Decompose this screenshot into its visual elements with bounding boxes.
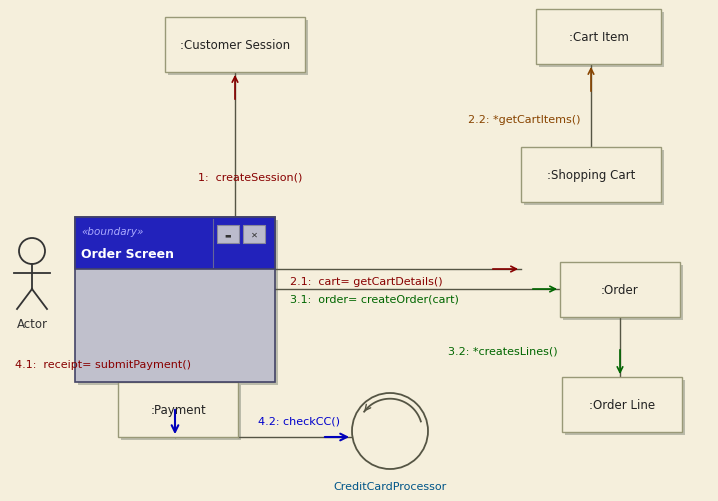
Bar xyxy=(243,225,265,243)
Bar xyxy=(539,13,664,68)
Text: :Order Line: :Order Line xyxy=(589,398,655,411)
Bar xyxy=(217,225,239,243)
Text: Actor: Actor xyxy=(17,317,47,330)
Circle shape xyxy=(352,393,428,469)
Text: :Customer Session: :Customer Session xyxy=(180,39,290,52)
Text: ✕: ✕ xyxy=(251,230,258,239)
Bar xyxy=(562,377,682,432)
Bar xyxy=(168,21,308,76)
Text: 4.2: checkCC(): 4.2: checkCC() xyxy=(258,416,340,426)
Text: Order Screen: Order Screen xyxy=(81,247,174,260)
Bar xyxy=(521,148,661,202)
Bar xyxy=(563,266,683,320)
Text: 2.2: *getCartItems(): 2.2: *getCartItems() xyxy=(467,115,580,125)
Bar xyxy=(75,217,275,382)
Text: 2.1:  cart= getCartDetails(): 2.1: cart= getCartDetails() xyxy=(290,277,442,287)
Bar xyxy=(560,263,680,317)
Text: 3.1:  order= createOrder(cart): 3.1: order= createOrder(cart) xyxy=(290,295,459,305)
Bar xyxy=(536,10,661,65)
Text: :Cart Item: :Cart Item xyxy=(569,31,628,44)
Text: 3.2: *createsLines(): 3.2: *createsLines() xyxy=(448,346,558,356)
Bar xyxy=(118,382,238,437)
Bar xyxy=(78,220,278,385)
Bar xyxy=(75,217,275,270)
Text: :Order: :Order xyxy=(601,284,639,297)
Text: :Payment: :Payment xyxy=(150,403,206,416)
Bar xyxy=(165,18,305,73)
Bar xyxy=(121,385,241,440)
Text: :Shopping Cart: :Shopping Cart xyxy=(547,169,635,182)
Text: 4.1:  receipt= submitPayment(): 4.1: receipt= submitPayment() xyxy=(15,359,191,369)
Text: «boundary»: «boundary» xyxy=(81,226,144,236)
Text: 1:  createSession(): 1: createSession() xyxy=(198,173,302,183)
Text: CreditCardProcessor: CreditCardProcessor xyxy=(333,481,447,491)
Text: ▬: ▬ xyxy=(225,231,231,237)
Bar xyxy=(524,151,664,205)
Bar xyxy=(565,380,685,435)
